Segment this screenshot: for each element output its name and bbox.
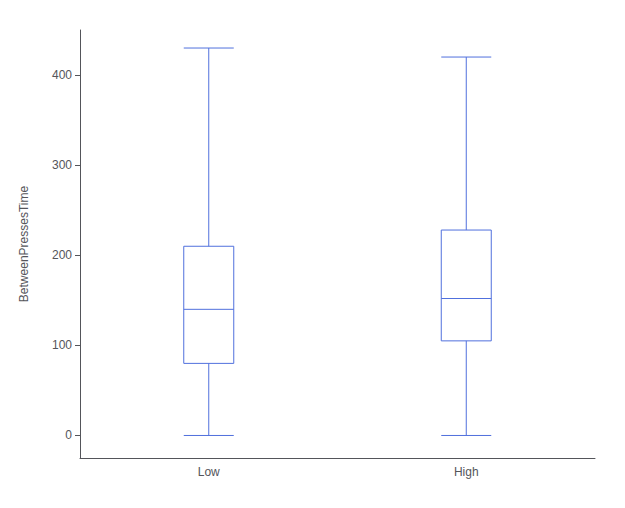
svg-text:400: 400: [52, 68, 72, 82]
svg-text:0: 0: [65, 428, 72, 442]
svg-text:BetweenPressesTime: BetweenPressesTime: [17, 186, 31, 303]
svg-text:Low: Low: [198, 465, 220, 479]
svg-text:300: 300: [52, 158, 72, 172]
svg-text:200: 200: [52, 248, 72, 262]
svg-text:High: High: [454, 465, 479, 479]
svg-text:100: 100: [52, 338, 72, 352]
